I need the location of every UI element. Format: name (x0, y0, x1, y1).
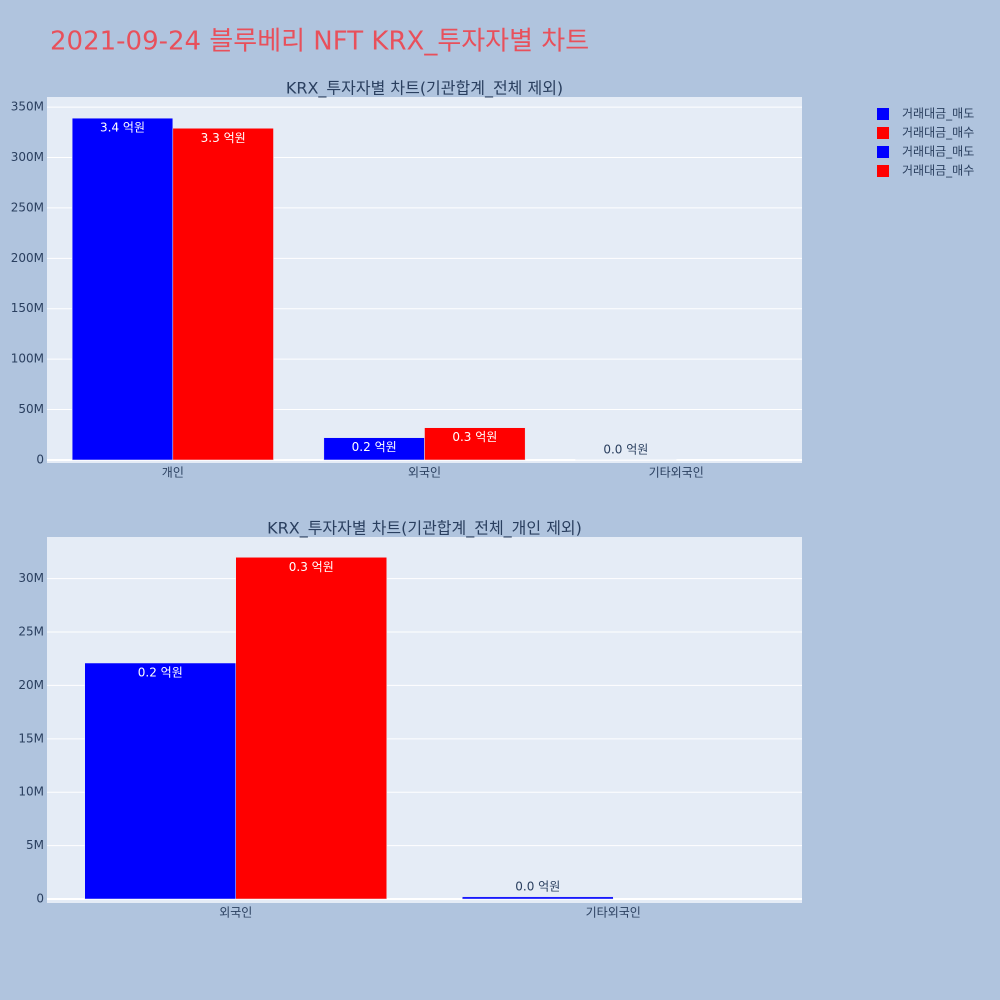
legend-swatch[interactable] (877, 127, 889, 139)
y-tick-label: 50M (18, 402, 44, 416)
data-label: 0.3 억원 (452, 430, 497, 444)
bar (462, 896, 614, 900)
legend-label[interactable]: 거래대금_매도 (902, 145, 974, 159)
y-tick-label: 10M (18, 785, 44, 799)
y-tick-label: 100M (11, 352, 44, 366)
x-tick-label: 기타외국인 (586, 906, 641, 920)
y-tick-label: 300M (11, 150, 44, 164)
x-tick-label: 개인 (162, 466, 184, 480)
data-label: 0.2 억원 (138, 666, 183, 680)
legend-swatch[interactable] (877, 165, 889, 177)
y-tick-label: 20M (18, 678, 44, 692)
data-label: 0.2 억원 (352, 440, 397, 454)
y-tick-label: 200M (11, 251, 44, 265)
data-label: 0.0 억원 (603, 442, 648, 456)
data-label: 3.4 억원 (100, 121, 145, 135)
legend-label[interactable]: 거래대금_매수 (902, 164, 974, 178)
y-tick-label: 15M (18, 731, 44, 745)
y-tick-label: 25M (18, 625, 44, 639)
x-tick-label: 외국인 (408, 466, 441, 480)
data-label: 0.0 억원 (515, 879, 560, 893)
y-tick-label: 150M (11, 301, 44, 315)
x-tick-label: 외국인 (219, 906, 252, 920)
legend-swatch[interactable] (877, 108, 889, 120)
y-tick-label: 5M (26, 838, 44, 852)
y-tick-label: 0 (36, 452, 44, 466)
bar (84, 662, 236, 900)
legend-label[interactable]: 거래대금_매수 (902, 126, 974, 140)
legend-label[interactable]: 거래대금_매도 (902, 107, 974, 121)
bar (235, 557, 387, 900)
y-tick-label: 350M (11, 100, 44, 114)
x-tick-label: 기타외국인 (649, 466, 704, 480)
y-tick-label: 30M (18, 571, 44, 585)
chart-title: KRX_투자자별 차트(기관합계_전체 제외) (286, 79, 563, 99)
y-tick-label: 250M (11, 200, 44, 214)
bar (424, 427, 526, 461)
data-label: 3.3 억원 (201, 131, 246, 145)
bar (71, 117, 174, 461)
bar (172, 128, 274, 461)
data-label: 0.3 억원 (289, 560, 334, 574)
y-tick-label: 0 (36, 891, 44, 905)
page-title: 2021-09-24 블루베리 NFT KRX_투자자별 차트 (50, 27, 589, 57)
legend-swatch[interactable] (877, 146, 889, 158)
chart-title: KRX_투자자별 차트(기관합계_전체_개인 제외) (267, 519, 582, 539)
